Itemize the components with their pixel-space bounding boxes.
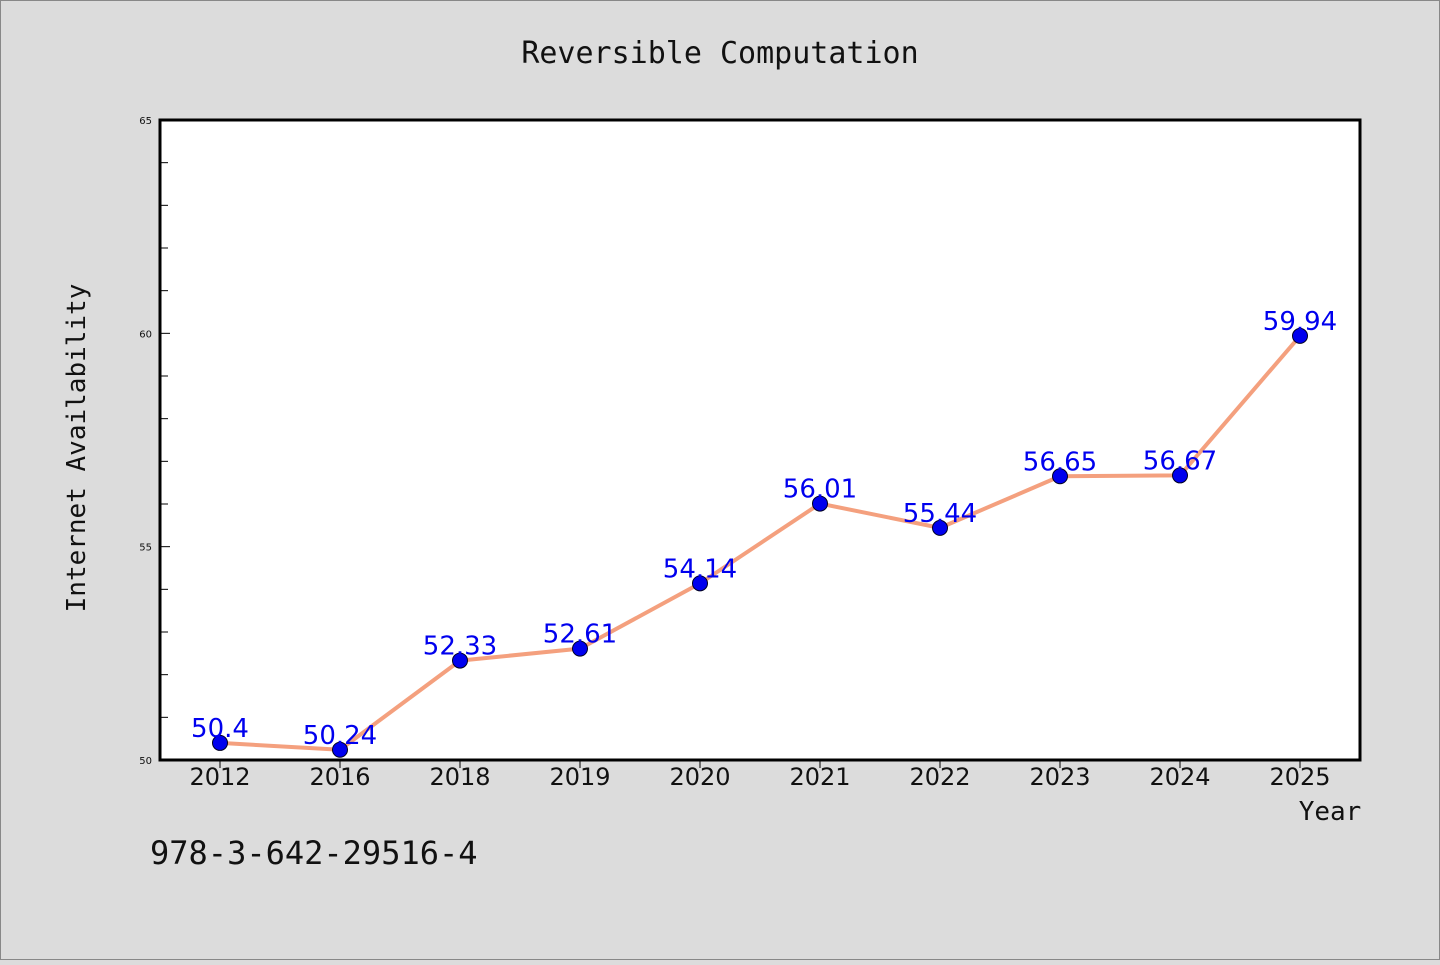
y-axis-label: Internet Availability xyxy=(62,284,92,613)
data-labels: 50.4 50.24 52.33 52.61 54.14 56.01 55.44 56.65 5… xyxy=(191,307,1337,751)
data-label: 55.44 xyxy=(903,499,977,529)
isbn-text: 978-3-642-29516-4 xyxy=(150,834,478,872)
x-tick-label: 2016 xyxy=(309,763,370,791)
y-tick-label: 65 xyxy=(139,116,152,127)
x-tick-label: 2024 xyxy=(1149,763,1210,791)
x-tick-label: 2023 xyxy=(1029,763,1090,791)
y-axis: 50 55 60 65 xyxy=(139,116,170,767)
series-path xyxy=(219,334,1302,752)
plot-area xyxy=(158,118,1362,762)
data-label: 52.61 xyxy=(543,620,617,650)
data-point xyxy=(332,741,348,758)
data-point xyxy=(1052,468,1068,485)
x-tick-label: 2018 xyxy=(429,763,490,791)
series-line xyxy=(212,327,1308,758)
data-point xyxy=(692,575,708,592)
data-label: 56.01 xyxy=(783,475,857,505)
data-point xyxy=(212,734,228,751)
x-tick-label: 2022 xyxy=(909,763,970,791)
data-label: 50.4 xyxy=(191,714,249,744)
x-tick-label: 2019 xyxy=(549,763,610,791)
x-tick-label: 2020 xyxy=(669,763,730,791)
data-point xyxy=(572,640,588,657)
data-label: 50.24 xyxy=(303,721,377,751)
data-label: 56.65 xyxy=(1023,447,1097,477)
data-point xyxy=(452,652,468,669)
x-axis-label: Year xyxy=(1299,797,1362,827)
x-tick-label: 2025 xyxy=(1269,763,1330,791)
data-label: 54.14 xyxy=(663,554,737,584)
data-point xyxy=(932,519,948,536)
chart-title: Reversible Computation xyxy=(521,36,918,71)
y-tick-label: 60 xyxy=(139,329,152,340)
data-label: 52.33 xyxy=(423,632,497,662)
x-tick-label: 2021 xyxy=(789,763,850,791)
data-point xyxy=(1172,467,1188,484)
data-point xyxy=(1292,327,1308,344)
y-tick-label: 50 xyxy=(139,756,152,767)
data-point xyxy=(812,495,828,512)
data-label: 59.94 xyxy=(1263,307,1337,337)
x-axis: 2012 2016 2018 2019 2020 2021 2022 2023 2024 2025 xyxy=(189,760,1331,791)
x-tick-label: 2012 xyxy=(189,763,250,791)
y-tick-label: 55 xyxy=(139,543,152,554)
data-label: 56.67 xyxy=(1143,446,1217,476)
